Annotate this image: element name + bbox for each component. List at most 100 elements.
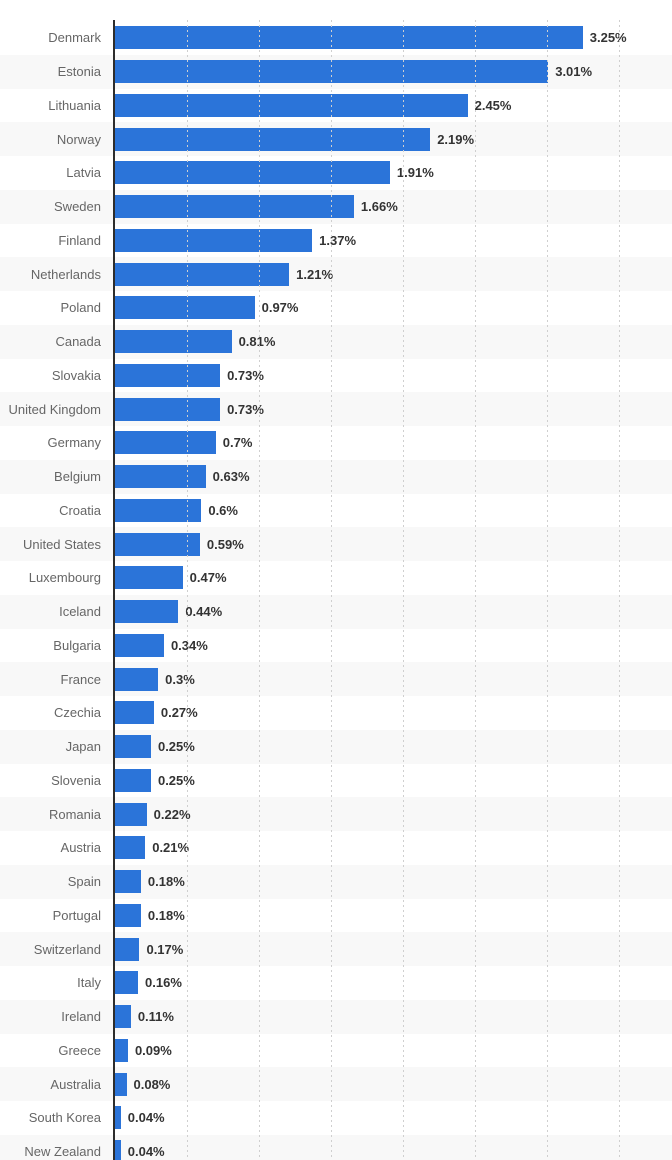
- chart-row: Finland 1.37%: [0, 224, 672, 258]
- value-label: 1.91%: [396, 165, 434, 181]
- bar[interactable]: [115, 768, 151, 792]
- value-label: 0.18%: [147, 907, 185, 923]
- bar-plot-area: 0.63%: [115, 460, 672, 494]
- bar[interactable]: [115, 1072, 127, 1096]
- bar[interactable]: [115, 363, 221, 387]
- bar[interactable]: [115, 228, 313, 252]
- category-label: France: [60, 671, 101, 687]
- chart-row: Portugal 0.18%: [0, 899, 672, 933]
- bar[interactable]: [115, 566, 183, 590]
- value-label: 0.27%: [160, 705, 198, 721]
- value-label: 0.08%: [133, 1076, 171, 1092]
- bar-plot-area: 1.91%: [115, 156, 672, 190]
- category-label: Slovakia: [51, 367, 101, 383]
- chart-row: United States 0.59%: [0, 527, 672, 561]
- value-label: 0.47%: [189, 570, 227, 586]
- bar[interactable]: [115, 735, 151, 759]
- bar[interactable]: [115, 330, 232, 354]
- value-label: 0.09%: [134, 1042, 172, 1058]
- value-label: 1.21%: [296, 266, 334, 282]
- value-label: 0.73%: [227, 367, 264, 383]
- chart-row: Netherlands 1.21%: [0, 257, 672, 291]
- chart-row: Sweden 1.66%: [0, 189, 672, 224]
- bar[interactable]: [115, 667, 159, 691]
- chart-row: Slovakia 0.73%: [0, 359, 672, 393]
- value-label: 0.04%: [127, 1144, 165, 1160]
- bar[interactable]: [115, 498, 202, 522]
- bar[interactable]: [115, 971, 139, 995]
- bar[interactable]: [115, 127, 431, 151]
- bar[interactable]: [115, 195, 354, 219]
- value-label: 0.25%: [157, 772, 195, 788]
- category-label: Italy: [77, 975, 101, 991]
- chart-row: Italy 0.16%: [0, 966, 672, 1000]
- bar[interactable]: [115, 161, 390, 185]
- category-label: Croatia: [59, 502, 101, 518]
- bar[interactable]: [115, 1005, 131, 1029]
- bar-plot-area: 0.25%: [115, 730, 672, 764]
- bar[interactable]: [115, 870, 141, 894]
- bar-plot-area: 3.01%: [115, 55, 672, 89]
- bar[interactable]: [115, 532, 200, 556]
- value-label: 0.44%: [185, 604, 223, 620]
- bar-plot-area: 0.18%: [115, 865, 672, 899]
- category-label: Ireland: [61, 1009, 101, 1025]
- bar[interactable]: [115, 431, 216, 455]
- chart-row: Poland 0.97%: [0, 291, 672, 325]
- category-label: Netherlands: [30, 266, 101, 282]
- bar-plot-area: 3.25%: [115, 21, 672, 55]
- bar[interactable]: [115, 903, 141, 927]
- value-label: 0.3%: [165, 671, 195, 687]
- chart-row: Croatia 0.6%: [0, 494, 672, 528]
- bar[interactable]: [115, 836, 146, 860]
- chart-row: Lithuania 2.45%: [0, 89, 672, 123]
- bar[interactable]: [115, 701, 154, 725]
- bar[interactable]: [115, 633, 164, 657]
- bar[interactable]: [115, 262, 290, 286]
- category-label: Romania: [48, 806, 101, 822]
- category-label: South Korea: [28, 1110, 101, 1126]
- bar[interactable]: [115, 465, 206, 489]
- chart-row: Romania 0.22%: [0, 797, 672, 831]
- bar-plot-area: 0.59%: [115, 527, 672, 561]
- bar[interactable]: [115, 397, 221, 421]
- chart-row: Slovenia 0.25%: [0, 764, 672, 798]
- bar-plot-area: 0.34%: [115, 629, 672, 663]
- bar[interactable]: [115, 1038, 128, 1062]
- bar-plot-area: 1.21%: [115, 257, 672, 291]
- category-label: Sweden: [54, 199, 101, 215]
- bar-plot-area: 1.37%: [115, 224, 672, 258]
- bar[interactable]: [115, 1140, 121, 1160]
- value-label: 3.01%: [555, 64, 593, 80]
- category-label: Switzerland: [33, 941, 101, 957]
- category-label: Canada: [55, 334, 101, 350]
- category-label: Czechia: [54, 705, 101, 721]
- value-label: 0.73%: [227, 401, 264, 417]
- bar-plot-area: 0.11%: [115, 1000, 672, 1034]
- chart-row: Iceland 0.44%: [0, 594, 672, 629]
- chart-row: France 0.3%: [0, 662, 672, 696]
- bar[interactable]: [115, 600, 179, 624]
- chart-row: Germany 0.7%: [0, 426, 672, 460]
- chart-row: Spain 0.18%: [0, 864, 672, 899]
- bar[interactable]: [115, 26, 583, 50]
- bar[interactable]: [115, 60, 549, 84]
- chart-row: Ireland 0.11%: [0, 999, 672, 1034]
- bar-plot-area: 0.47%: [115, 561, 672, 595]
- y-axis-line: [113, 20, 115, 1160]
- bar[interactable]: [115, 1106, 121, 1130]
- category-label: Estonia: [57, 64, 101, 80]
- value-label: 0.04%: [127, 1110, 165, 1126]
- chart-row: New Zealand 0.04%: [0, 1134, 672, 1160]
- bar[interactable]: [115, 296, 255, 320]
- value-label: 3.25%: [589, 30, 627, 46]
- bar[interactable]: [115, 937, 140, 961]
- chart-row: Bulgaria 0.34%: [0, 629, 672, 663]
- chart-row: Japan 0.25%: [0, 729, 672, 764]
- value-label: 0.25%: [157, 739, 195, 755]
- bar[interactable]: [115, 93, 468, 117]
- chart-row: Greece 0.09%: [0, 1034, 672, 1068]
- value-label: 0.21%: [152, 840, 190, 856]
- value-label: 2.19%: [437, 131, 475, 147]
- bar[interactable]: [115, 802, 147, 826]
